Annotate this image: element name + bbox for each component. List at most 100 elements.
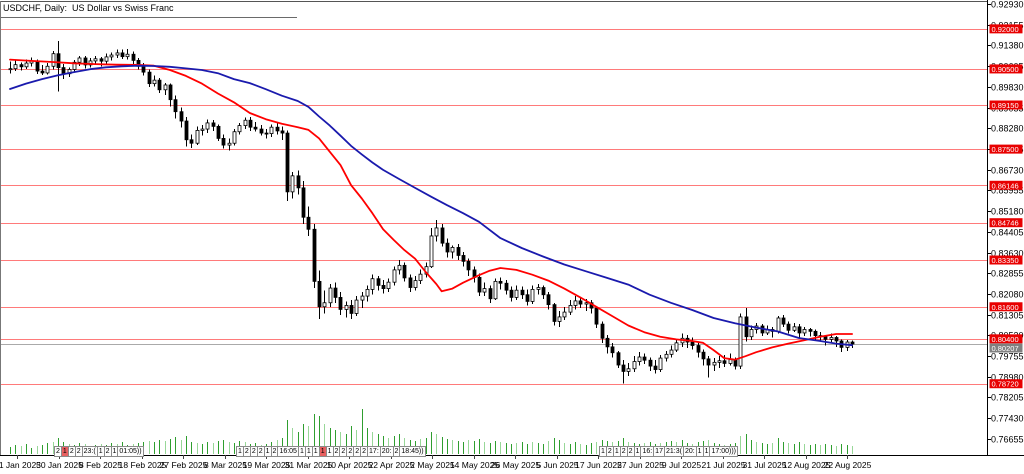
object-label-box[interactable]: 17: [367,446,381,457]
volume-bar [218,441,219,454]
object-label-strip: 1 2 1 2 2 1 16: 17 21:3(20: 1 1 17:00))) [599,446,738,457]
candle-bull [637,356,642,362]
object-label-box[interactable]: 18:45)) [399,446,426,457]
candle-bear [61,67,66,75]
candle-bear [605,337,610,348]
candle-bear [477,276,482,293]
candle-bear [525,294,530,302]
candle-bear [120,52,125,58]
volume-bar [506,443,507,454]
volume-bar [500,442,501,454]
candle-bear [253,126,258,130]
date-tick-label: 26 May 2025 [491,460,540,470]
candle-bear [466,260,471,271]
candle-bear [552,304,557,322]
candle-bull [365,288,370,297]
candle-bull [632,361,637,370]
volume-bar [841,444,842,454]
object-label-box[interactable]: 16:05 [277,446,299,457]
candle-bull [738,316,743,367]
candle-bull [674,342,679,351]
volume-bar [383,436,384,454]
date-tick-label: 2 May 2025 [410,460,455,470]
candle-bull [152,79,157,85]
level-price-badge [989,302,1023,312]
object-label-box[interactable]: 01:05)) [117,446,144,457]
volume-bar [586,445,587,454]
volume-bar [463,442,464,454]
candle-bear [376,278,381,286]
candle-bear [381,284,386,289]
volume-bar [490,443,491,454]
candle-bear [402,264,407,279]
date-tick-label: 9 Jul 2025 [662,460,701,470]
candle-bear [653,365,658,370]
candle-bear [440,227,445,244]
volume-bar [367,428,368,454]
price-tick-label: 0.92930 [991,0,1024,10]
ma-red-line [9,58,853,361]
candle-bear [722,360,727,364]
price-tick-label: 0.84405 [991,228,1024,238]
candle-bull [669,349,674,355]
candle-bear [296,175,301,189]
candle-bull [386,281,391,289]
candle-bull [344,305,349,310]
object-label-box[interactable]: 21:3( [663,446,684,457]
volume-bar [197,443,198,454]
level-price-badge [989,218,1023,228]
object-label-box[interactable]: 20: [379,446,394,457]
level-price-badge [989,180,1023,190]
current-price-badge-text: 0.80207 [992,344,1019,353]
candle-bear [541,287,546,296]
price-tick-label: 0.88280 [991,124,1024,134]
candle-bull [557,316,562,322]
candle-bear [221,138,226,146]
candle-bear [701,351,706,360]
volume-bar [394,436,395,454]
candle-bull [573,300,578,306]
candle-bear [333,287,338,298]
volume-bar [479,439,480,454]
candle-bull [397,264,402,271]
object-label-strip: 1 2 2 2 1 2 16:05 1 1 1 1 1 2 2 2 2 2 17: 20: 2 18:45)) [236,446,426,457]
volume-bar [47,443,48,454]
volume-bar [815,444,816,454]
level-price-badge [989,24,1023,34]
date-tick-label: 27 Jun 2025 [617,460,664,470]
volume-bar [820,445,821,454]
candle-bear [813,330,818,337]
candle-bear [312,228,317,282]
volume-bar [154,442,155,454]
volume-bar [452,440,453,454]
object-label-box[interactable]: 20: [682,446,697,457]
candle-bear [56,53,61,68]
price-tick-label: 0.82080 [991,290,1024,300]
candle-bear [648,359,653,367]
candle-bull [584,302,589,305]
candle-bear [546,294,551,306]
volume-bar [191,442,192,454]
current-price-badge [989,343,1023,353]
candle-bull [24,62,29,68]
title-underline [0,17,297,18]
volume-bar [314,414,315,454]
object-label-box[interactable]: 17:00))) [709,446,738,457]
volume-bar [740,436,741,454]
volume-bar [831,445,832,454]
candle-bull [290,175,295,193]
volume-bar [303,424,304,454]
volume-bar [21,446,22,454]
volume-bar [538,443,539,454]
price-tick-label: 0.79755 [991,352,1024,362]
candle-bear [797,326,802,334]
date-tick-label: 18 Feb 2025 [119,460,167,470]
price-tick-label: 0.77430 [991,414,1024,424]
object-label-box[interactable]: 16: [640,446,655,457]
object-label-box[interactable]: 23:( [81,446,98,457]
volume-bar [511,444,512,454]
volume-bar [399,434,400,454]
volume-bar [292,428,293,454]
object-label-strip: 2 1 2 2 23:(1 2 1 01:05)) [54,446,144,457]
